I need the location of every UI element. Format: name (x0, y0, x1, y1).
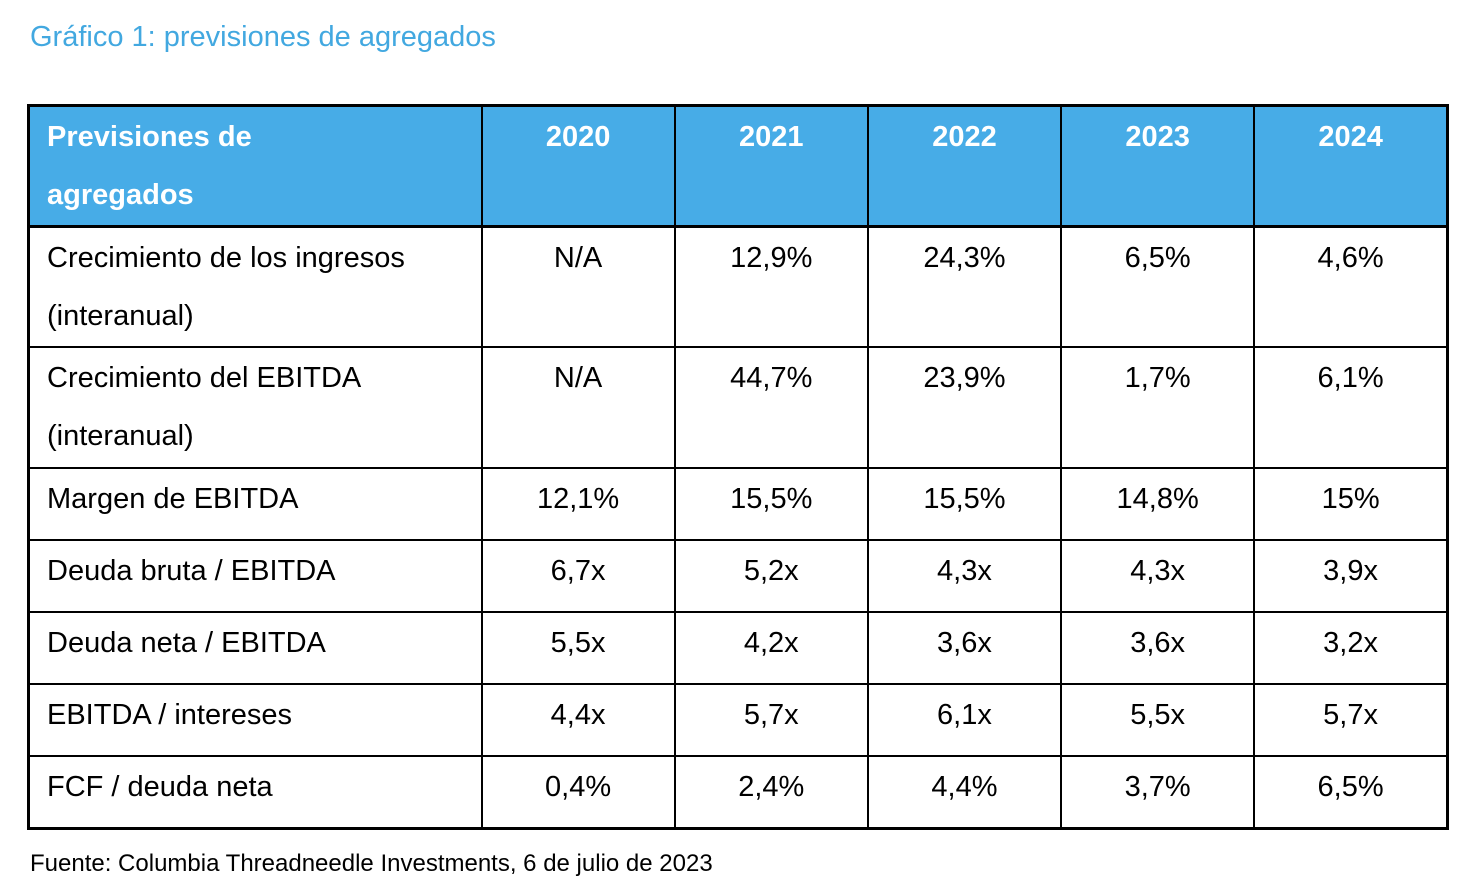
table-row-revenue-growth: Crecimiento de los ingresos (interanual)… (27, 225, 1449, 349)
table-row-ebitda-interest: EBITDA / intereses 4,4x 5,7x 6,1x 5,5x 5… (27, 683, 1449, 758)
cell-value: 12,1% (480, 467, 676, 542)
cell-value: 15,5% (866, 467, 1063, 542)
figure-title: Gráfico 1: previsiones de agregados (30, 21, 496, 53)
aggregate-forecasts-table: Previsiones de agregados 2020 2021 2022 … (27, 103, 1449, 830)
cell-value: 5,7x (673, 683, 869, 758)
cell-value: 1,7% (1060, 346, 1256, 470)
cell-value: 14,8% (1060, 467, 1256, 542)
table-header-row: Previsiones de agregados 2020 2021 2022 … (27, 104, 1449, 228)
cell-value: 2,4% (673, 755, 869, 830)
cell-value: N/A (480, 346, 676, 470)
table-corner-header-label: Previsiones de agregados (47, 120, 252, 211)
cell-value: 6,5% (1253, 755, 1449, 830)
cell-value: 4,3x (866, 539, 1063, 614)
cell-value: 12,9% (673, 225, 869, 349)
table-row-gross-debt-ebitda: Deuda bruta / EBITDA 6,7x 5,2x 4,3x 4,3x… (27, 539, 1449, 614)
cell-value: 5,7x (1253, 683, 1449, 758)
cell-value: 0,4% (480, 755, 676, 830)
cell-value: 24,3% (866, 225, 1063, 349)
year-header-2023: 2023 (1060, 104, 1256, 228)
year-header-2020: 2020 (480, 104, 676, 228)
cell-value: 5,5x (1060, 683, 1256, 758)
cell-value: 3,6x (866, 611, 1063, 686)
source-caption: Fuente: Columbia Threadneedle Investment… (30, 849, 713, 877)
row-label: FCF / deuda neta (27, 755, 483, 830)
cell-value: 4,3x (1060, 539, 1256, 614)
row-label: Crecimiento de los ingresos (interanual) (27, 225, 483, 349)
cell-value: 44,7% (673, 346, 869, 470)
cell-value: 4,4% (866, 755, 1063, 830)
row-label: EBITDA / intereses (27, 683, 483, 758)
table-row-ebitda-growth: Crecimiento del EBITDA (interanual) N/A … (27, 346, 1449, 470)
table-row-fcf-net-debt: FCF / deuda neta 0,4% 2,4% 4,4% 3,7% 6,5… (27, 755, 1449, 830)
table-row-net-debt-ebitda: Deuda neta / EBITDA 5,5x 4,2x 3,6x 3,6x … (27, 611, 1449, 686)
cell-value: 15,5% (673, 467, 869, 542)
row-label: Crecimiento del EBITDA (interanual) (27, 346, 483, 470)
year-header-2024: 2024 (1253, 104, 1449, 228)
cell-value: 6,1% (1253, 346, 1449, 470)
cell-value: 6,7x (480, 539, 676, 614)
cell-value: 5,2x (673, 539, 869, 614)
cell-value: 15% (1253, 467, 1449, 542)
year-header-2022: 2022 (866, 104, 1063, 228)
cell-value: 5,5x (480, 611, 676, 686)
year-header-2021: 2021 (673, 104, 869, 228)
cell-value: 3,7% (1060, 755, 1256, 830)
cell-value: 3,9x (1253, 539, 1449, 614)
table-corner-header: Previsiones de agregados (27, 104, 483, 228)
row-label: Deuda bruta / EBITDA (27, 539, 483, 614)
table-row-ebitda-margin: Margen de EBITDA 12,1% 15,5% 15,5% 14,8%… (27, 467, 1449, 542)
cell-value: 4,4x (480, 683, 676, 758)
cell-value: 3,2x (1253, 611, 1449, 686)
cell-value: 3,6x (1060, 611, 1256, 686)
cell-value: N/A (480, 225, 676, 349)
row-label: Margen de EBITDA (27, 467, 483, 542)
cell-value: 23,9% (866, 346, 1063, 470)
cell-value: 4,2x (673, 611, 869, 686)
cell-value: 6,1x (866, 683, 1063, 758)
row-label: Deuda neta / EBITDA (27, 611, 483, 686)
cell-value: 6,5% (1060, 225, 1256, 349)
cell-value: 4,6% (1253, 225, 1449, 349)
page: Gráfico 1: previsiones de agregados Prev… (0, 20, 1466, 878)
